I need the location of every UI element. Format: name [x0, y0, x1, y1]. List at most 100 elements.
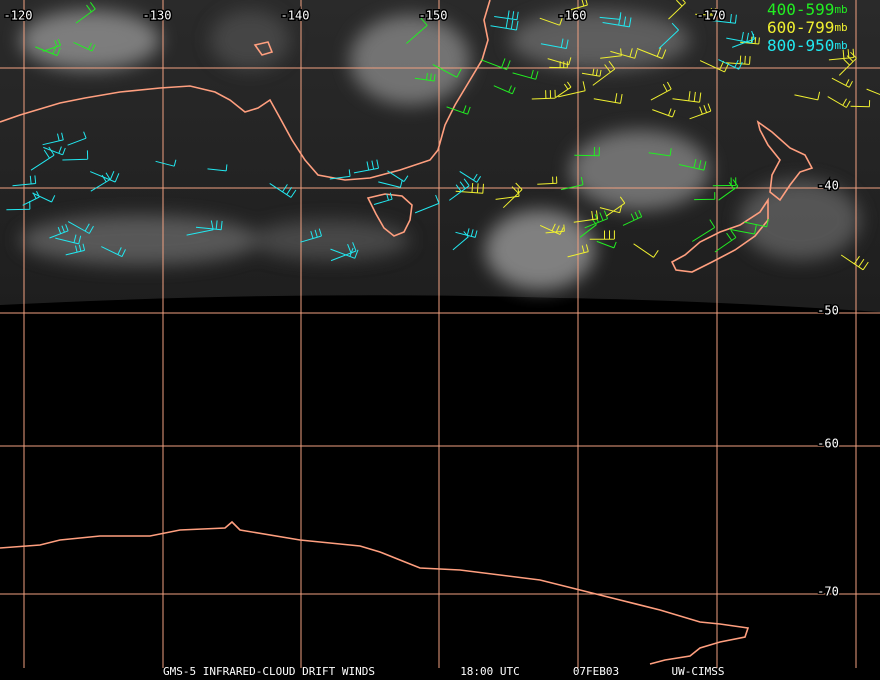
wind-barb [699, 60, 730, 73]
wind-barb [831, 77, 853, 88]
wind-barb [378, 179, 403, 188]
wind-barb [678, 158, 707, 171]
wind-barb [195, 220, 223, 231]
wind-barb [446, 105, 471, 115]
wind-barb [537, 176, 558, 185]
wind-barb [35, 46, 61, 57]
latitude-label: -40 [817, 179, 839, 193]
wind-barb [42, 132, 64, 146]
wind-barb [432, 64, 462, 78]
wind-barb [560, 176, 584, 191]
longitude-label: -140 [281, 9, 310, 23]
antarctica-coast [0, 520, 750, 665]
wind-barb [592, 60, 616, 86]
wind-barb [207, 164, 228, 172]
wind-barb [455, 182, 484, 194]
longitude-label: -130 [143, 9, 172, 23]
legend-entry: 400-599mb [767, 0, 848, 19]
wind-barb [794, 91, 821, 101]
latitude-label: -50 [817, 304, 839, 318]
wind-barb [599, 12, 622, 20]
wind-barb [633, 243, 659, 258]
graticule-labels: -120 -130 -140 -150 -160 -170 -40 -50 -60 -70 [2, 7, 840, 600]
wind-barb [581, 68, 602, 77]
latitude-label: -60 [817, 437, 839, 451]
wind-barb [62, 150, 89, 161]
wind-barb [512, 69, 539, 80]
nz-south-coast [670, 197, 769, 273]
wind-barb [540, 38, 569, 49]
wind-barb [495, 188, 520, 200]
wind-barb [648, 148, 672, 157]
wind-barb [602, 15, 632, 28]
wind-barb [714, 229, 737, 253]
legend-range: 600-799 [767, 18, 834, 37]
wind-barb [606, 196, 626, 217]
wind-barb [555, 81, 572, 98]
wind-barb [373, 192, 393, 205]
wind-barb [573, 210, 599, 223]
wind-barb [584, 210, 609, 229]
wind-barb [545, 224, 565, 234]
wind-barb [531, 89, 556, 100]
wind-barbs [6, 0, 880, 271]
wind-barb [539, 17, 563, 26]
wind-barb [73, 41, 96, 52]
wind-barb [493, 85, 516, 95]
wind-barb [558, 81, 586, 98]
wind-barb [494, 10, 519, 21]
wind-barb [42, 38, 61, 52]
legend-range: 400-599 [767, 0, 834, 19]
wind-barb [414, 73, 436, 82]
wind-barb [43, 146, 66, 156]
longitude-label: -170 [697, 9, 726, 23]
wind-barb [406, 17, 428, 44]
wind-barb [329, 169, 351, 180]
wind-barb [689, 103, 712, 120]
wind-barb [6, 200, 31, 211]
island [253, 41, 274, 56]
wind-barb [490, 19, 519, 31]
wind-barb [726, 55, 751, 65]
footer: GMS-5 INFRARED-CLOUD DRIFT WINDS 18:00 UT… [163, 665, 724, 678]
footer-text: GMS-5 INFRARED-CLOUD DRIFT WINDS [163, 665, 375, 678]
wind-barb [539, 223, 564, 235]
wind-barb [692, 219, 716, 242]
footer-text: 07FEB03 [573, 665, 619, 678]
legend-unit: mb [834, 3, 847, 16]
wind-barb [850, 100, 871, 108]
legend-entry: 600-799mb [767, 18, 848, 37]
wind-barb [449, 178, 470, 201]
wind-barb [838, 51, 857, 76]
wind-barb [75, 2, 96, 24]
wind-barb [744, 218, 769, 228]
wind-barb [300, 228, 322, 243]
wind-barb [22, 190, 40, 206]
nz-north-coast [756, 120, 814, 202]
legend-entry: 800-950mb [767, 36, 848, 55]
wind-barb [589, 230, 615, 240]
wind-barb [32, 192, 56, 203]
wind-barb [269, 182, 297, 198]
footer-text: 18:00 UTC [460, 665, 520, 678]
wind-barb [90, 172, 111, 192]
wind-barb [186, 220, 214, 236]
wind-barb [740, 36, 760, 45]
wind-barb [569, 0, 588, 11]
wind-barb [12, 175, 37, 187]
latitude-label: -70 [817, 585, 839, 599]
wind-barb [49, 224, 69, 239]
wind-barb [866, 88, 880, 96]
wind-barb [65, 243, 86, 256]
wind-barb [650, 81, 672, 101]
longitude-label: -150 [419, 9, 448, 23]
wind-barb [729, 225, 757, 235]
wind-barb [387, 170, 409, 183]
tasmania-coast [366, 193, 413, 237]
wind-barb [668, 0, 686, 20]
wind-barb [547, 57, 572, 66]
footer-text: UW-CIMSS [672, 665, 725, 678]
